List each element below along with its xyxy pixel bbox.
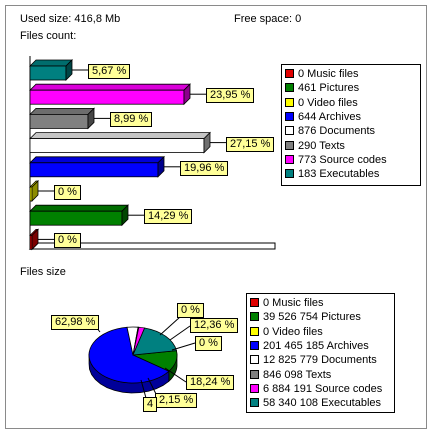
legend-swatch	[285, 83, 294, 93]
legend-swatch	[285, 154, 294, 164]
bar-top-source	[29, 83, 191, 91]
legend-label: 6 884 191 Source codes	[263, 382, 383, 395]
pie-slice-executables	[132, 327, 177, 356]
bar-pictures	[29, 210, 123, 226]
bar-value-label: 23,95 %	[206, 88, 255, 104]
bar-value-label: 0 %	[54, 185, 81, 200]
legend-item: 0 Music files	[250, 296, 324, 310]
bar-source	[29, 89, 185, 105]
legend-label: 0 Video files	[263, 325, 323, 338]
bar-side-executables	[65, 59, 73, 81]
legend-item: 183 Executables	[285, 167, 379, 181]
pie-value-label: 18,24 %	[186, 375, 235, 390]
legend-label: 0 Music files	[298, 68, 359, 80]
bar-top-texts	[29, 108, 95, 115]
bar-value-label: 19,96 %	[180, 160, 229, 176]
bar-archives	[29, 162, 159, 178]
pie-label-leader	[159, 316, 181, 336]
legend-item: 6 884 191 Source codes	[250, 382, 382, 396]
legend-swatch	[250, 383, 259, 393]
pie-label-leader	[164, 367, 187, 383]
legend-item: 644 Archives	[285, 110, 361, 124]
bar-top-pictures	[29, 204, 129, 212]
legend-label: 846 098 Texts	[263, 368, 332, 381]
legend-label: 39 526 754 Pictures	[263, 311, 361, 324]
bar-value-label: 8,99 %	[110, 112, 153, 128]
legend-label: 461 Pictures	[298, 82, 360, 95]
files-size-legend: 0 Music files 39 526 754 Pictures 0 Video …	[246, 293, 395, 413]
legend-item: 876 Documents	[285, 124, 375, 138]
legend-swatch	[285, 69, 294, 78]
legend-swatch	[285, 169, 294, 179]
legend-item: 290 Texts	[285, 139, 345, 153]
legend-label: 183 Executables	[298, 168, 380, 181]
bar-side-archives	[157, 155, 165, 178]
bar-top-executables	[29, 59, 73, 67]
legend-swatch	[250, 340, 259, 350]
pie-value-label: 12,36 %	[190, 318, 239, 333]
files-count-legend: 0 Music files 461 Pictures 0 Video files 64…	[281, 64, 421, 186]
legend-label: 0 Music files	[263, 297, 324, 309]
legend-item: 461 Pictures	[285, 81, 359, 95]
legend-item: 39 526 754 Pictures	[250, 310, 361, 324]
bar-side-documents	[203, 131, 211, 154]
free-space-text: Free space: 0	[234, 13, 302, 25]
legend-label: 876 Documents	[298, 125, 376, 138]
legend-item: 201 465 185 Archives	[250, 339, 369, 353]
bar-side-music	[31, 228, 39, 251]
pie-value-label: 0 %	[195, 336, 222, 351]
bar-top-archives	[29, 156, 165, 164]
legend-item: 58 340 108 Executables	[250, 396, 381, 410]
pie-label-leader	[171, 342, 196, 351]
legend-label: 773 Source codes	[298, 153, 387, 166]
pie-slice-archives	[88, 326, 170, 384]
bar-documents	[29, 138, 205, 154]
bar-value-label: 0 %	[54, 233, 81, 249]
bar-value-label: 5,67 %	[88, 64, 131, 79]
bar-top-documents	[29, 132, 211, 140]
legend-label: 644 Archives	[298, 110, 361, 123]
bar-side-pictures	[121, 204, 129, 227]
legend-item: 0 Video files	[250, 325, 323, 339]
legend-label: 201 465 185 Archives	[263, 339, 369, 352]
bar-texts	[29, 114, 89, 129]
legend-item: 773 Source codes	[285, 153, 387, 167]
used-size-text: Used size: 416,8 Mb	[20, 13, 121, 25]
bar-value-label: 14,29 %	[144, 209, 193, 225]
pie-value-label: 4	[143, 397, 158, 412]
pie-value-label: 62,98 %	[51, 315, 100, 330]
files-count-title: Files count:	[20, 30, 77, 42]
legend-item: 0 Video files	[285, 96, 358, 110]
legend-swatch	[250, 326, 259, 336]
pie-value-label: 0 %	[177, 303, 204, 318]
legend-label: 290 Texts	[298, 139, 345, 152]
legend-label: 0 Video files	[298, 96, 358, 109]
legend-swatch	[250, 312, 259, 322]
legend-label: 12 825 779 Documents	[263, 354, 377, 367]
legend-swatch	[250, 298, 259, 307]
bar-side-texts	[87, 107, 95, 130]
bar-side-source	[183, 83, 191, 106]
pie-label-leader	[140, 379, 147, 399]
legend-swatch	[285, 111, 294, 121]
legend-swatch	[250, 355, 259, 365]
bar-executables	[29, 65, 67, 81]
legend-swatch	[285, 140, 294, 150]
legend-swatch	[285, 97, 294, 107]
files-size-title: Files size	[20, 266, 66, 278]
bar-value-label: 27,15 %	[226, 136, 275, 152]
legend-swatch	[250, 398, 259, 408]
legend-swatch	[250, 369, 259, 379]
bar-side-video	[31, 180, 39, 202]
pie-value-label: 2,15 %	[155, 393, 198, 408]
legend-swatch	[285, 126, 294, 136]
legend-label: 58 340 108 Executables	[263, 397, 382, 410]
legend-item: 0 Music files	[285, 67, 359, 81]
legend-item: 12 825 779 Documents	[250, 353, 377, 367]
pie-label-leader	[169, 325, 191, 341]
legend-item: 846 098 Texts	[250, 368, 331, 382]
